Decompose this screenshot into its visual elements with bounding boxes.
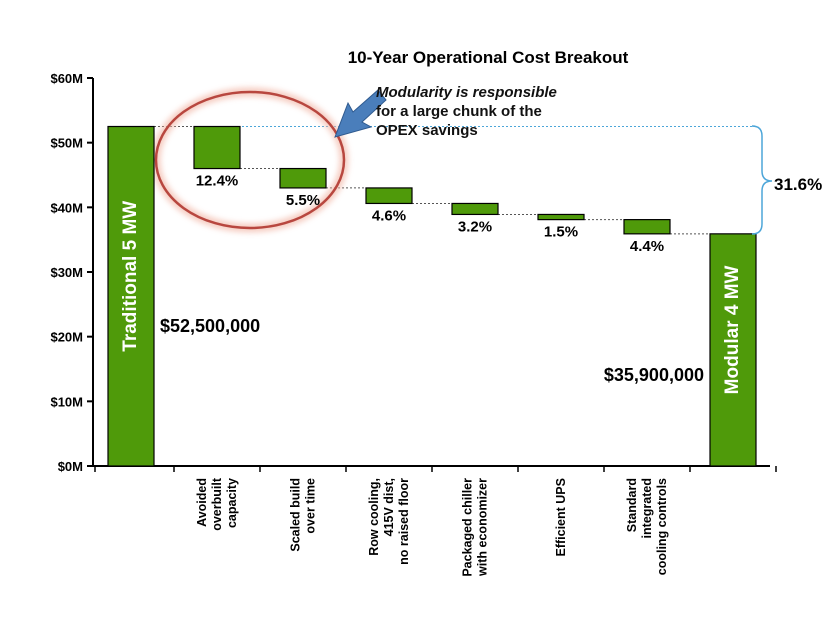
total-bar-label: Modular 4 MW <box>722 265 743 394</box>
total-bar-label: Traditional 5 MW <box>120 201 141 352</box>
x-category-label-line: with economizer <box>476 478 490 577</box>
x-category-label: Packaged chiller with economizer <box>461 478 490 577</box>
delta-value-label: 3.2% <box>458 218 492 235</box>
x-category-label-line: cooling controls <box>655 478 669 575</box>
total-savings-label: 31.6% <box>774 175 822 194</box>
bar <box>451 202 499 216</box>
x-category-label: Avoided overbuilt capacity <box>195 477 239 531</box>
total-value-label: $52,500,000 <box>160 316 260 336</box>
bar <box>365 187 413 205</box>
bar <box>193 125 241 170</box>
y-tick-label: $10M <box>50 394 83 409</box>
callout-line-3: OPEX savings <box>376 122 478 139</box>
bar <box>279 167 327 189</box>
bar <box>107 125 155 467</box>
x-category-label-line: no raised floor <box>397 478 411 565</box>
x-category-label-line: 415V dist, <box>382 478 396 536</box>
delta-value-label: 4.4% <box>630 238 664 255</box>
delta-value-label: 4.6% <box>372 207 406 224</box>
highlight-ellipse <box>151 87 349 233</box>
bar <box>537 213 585 221</box>
delta-value-label: 12.4% <box>196 173 239 190</box>
bar <box>623 219 671 235</box>
x-category-label-line: Standard <box>625 478 639 532</box>
x-category-label-line: Packaged chiller <box>461 478 475 577</box>
x-category-label: Scaled build over time <box>289 478 318 552</box>
y-tick-label: $0M <box>58 459 83 474</box>
total-value-label: $35,900,000 <box>604 365 704 385</box>
delta-value-label: 5.5% <box>286 192 320 209</box>
x-category-labels: Avoided overbuilt capacity Scaled build over… <box>195 477 669 577</box>
x-category-label: Standard integrated cooling controls <box>625 478 669 575</box>
x-category-label: Row cooling, 415V dist, no raised floor <box>367 478 411 565</box>
x-category-label: Efficient UPS <box>554 478 568 557</box>
value-labels: Traditional 5 MW $52,500,000 12.4% 5.5% 4.6%… <box>120 173 743 395</box>
y-tick-label: $50M <box>50 136 83 151</box>
y-tick-label: $40M <box>50 200 83 215</box>
x-category-label-line: capacity <box>225 478 239 528</box>
x-category-label-line: Scaled build <box>289 478 303 552</box>
y-axis: $0M $10M $20M $30M $40M $50M $60M <box>50 71 94 474</box>
x-category-label-line: overbuilt <box>210 477 224 531</box>
x-category-label-line: over time <box>304 478 318 534</box>
callout-line-2: for a large chunk of the <box>376 103 542 120</box>
callout-arrow-icon <box>334 89 387 138</box>
y-tick-label: $20M <box>50 330 83 345</box>
x-category-label-line: Avoided <box>195 478 209 527</box>
x-category-label-line: Efficient UPS <box>554 478 568 557</box>
callout-text: Modularity is responsible for a large ch… <box>376 83 606 140</box>
bars <box>107 125 757 467</box>
bar <box>709 233 757 467</box>
savings-bracket <box>751 125 773 235</box>
y-tick-label: $60M <box>50 71 83 86</box>
connector-lines <box>154 126 756 235</box>
x-category-label-line: integrated <box>640 478 654 538</box>
delta-value-label: 1.5% <box>544 224 578 241</box>
callout-line-1: Modularity is responsible <box>376 84 557 101</box>
x-category-label-line: Row cooling, <box>367 478 381 556</box>
y-tick-label: $30M <box>50 265 83 280</box>
x-axis <box>93 465 777 472</box>
chart-title: 10-Year Operational Cost Breakout <box>348 48 629 67</box>
